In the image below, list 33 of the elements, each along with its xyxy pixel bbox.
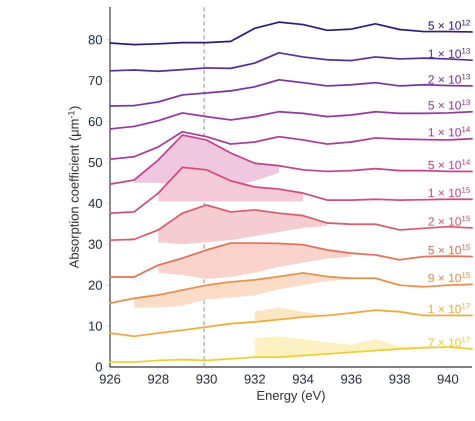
x-tick-label: 940 [438, 374, 458, 384]
y-tick-label: 30 [88, 240, 102, 249]
y-tick-label: 10 [89, 322, 102, 331]
x-axis-title: Energy (eV) [258, 390, 325, 403]
series-label: 9 × 10$^{15}$ [428, 272, 470, 282]
y-tick-label: 40 [88, 198, 102, 208]
y-tick-label: 20 [88, 280, 102, 290]
series-label: 2 × 10$^{15}$ [428, 216, 470, 226]
series-label: 2 × 10$^{13}$ [428, 74, 470, 84]
x-tick-label: 930 [196, 374, 217, 384]
series-label: 7 × 10$^{17}$ [428, 336, 470, 347]
line-series [109, 21, 473, 46]
y-tick-label: 0 [96, 362, 102, 372]
x-tick-label: 936 [341, 374, 362, 384]
y-tick-label: 80 [88, 35, 102, 44]
y-axis-title: Absorption coefficient (μm$^{-1}$) [68, 106, 82, 268]
series-label: 5 × 10$^{14}$ [428, 159, 470, 170]
y-tick-label: 70 [88, 76, 102, 86]
x-tick-label: 926 [100, 374, 120, 384]
series-label: 5 × 10$^{13}$ [428, 100, 470, 110]
series-label: 1 × 10$^{15}$ [428, 187, 470, 198]
x-tick-label: 928 [148, 374, 169, 384]
series-label: 1 × 10$^{14}$ [428, 126, 470, 137]
y-tick-label: 60 [88, 116, 102, 126]
x-tick-label: 938 [389, 374, 410, 384]
x-tick-label: 934 [292, 374, 314, 384]
y-tick-label: 50 [88, 158, 102, 168]
x-tick-label: 932 [244, 374, 265, 384]
series-label: 5 × 10$^{12}$ [428, 20, 470, 30]
line-series [109, 272, 473, 304]
line-series [109, 204, 473, 242]
series-label: 5 × 10$^{15}$ [428, 244, 470, 254]
series-label: 1 × 10$^{17}$ [428, 303, 470, 314]
